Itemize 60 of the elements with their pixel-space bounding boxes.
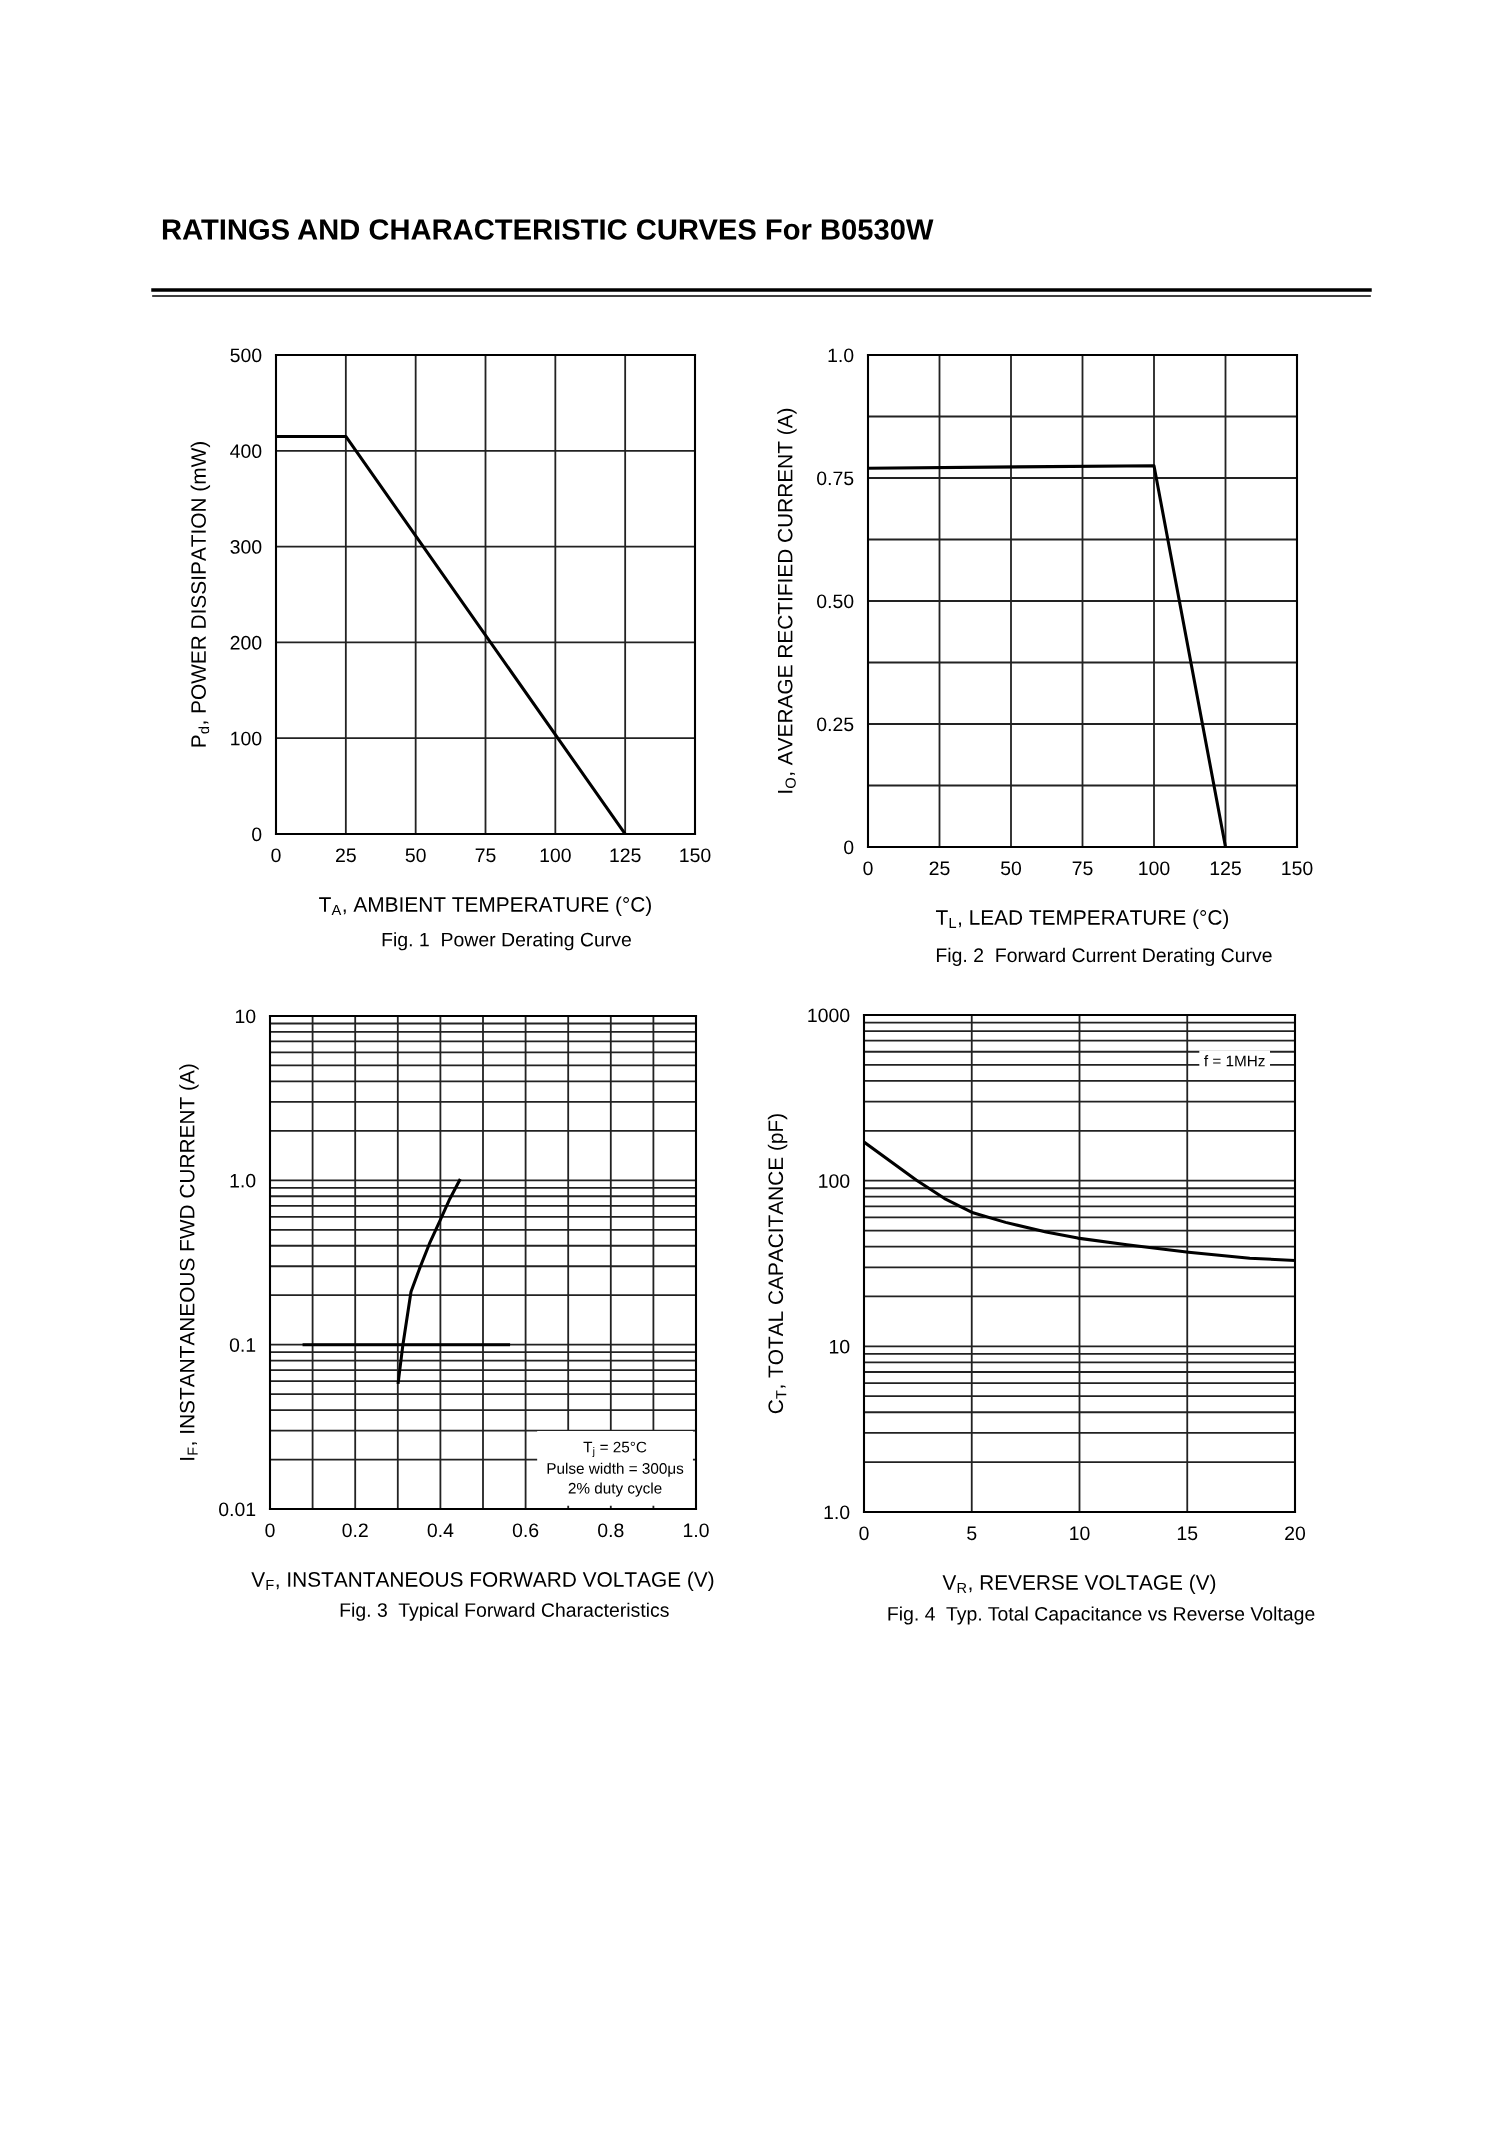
annotation: 2% duty cycle [568,1482,662,1497]
y-axis-title: I$_{O}$, AVERAGE RECTIFIED CURRENT (A) [777,408,797,793]
y-axis-title: P$_{d}$, POWER DISSIPATION (mW) [190,442,211,747]
y-tick-label: 0.25 [817,717,854,732]
x-axis-title: V$_{R}$, REVERSE VOLTAGE (V) [942,1574,1216,1594]
x-tick-label: 150 [680,848,711,863]
y-tick-label: 200 [230,635,262,650]
x-tick-label: 10 [1070,1526,1090,1541]
x-tick-label: 1.0 [683,1523,709,1538]
text: Fig. 1 Power Derating Curve [382,932,631,951]
text: Fig. 3 Typical Forward Characteristics [340,1602,669,1621]
y-tick-label: 1.0 [230,1173,256,1188]
y-tick-label: 100 [231,731,262,746]
x-tick-label: 25 [336,848,356,863]
y-axis-title: C$_{T}$, TOTAL CAPACITANCE (pF) [767,1114,788,1414]
y-tick-label: 100 [819,1174,850,1188]
x-axis-title: T$_{A}$, AMBIENT TEMPERATURE (°C) [319,896,651,916]
x-tick-label: 50 [405,848,426,863]
x-tick-label: 125 [1210,861,1241,876]
y-tick-label: 500 [230,348,262,363]
y-tick-label: 1.0 [824,1505,850,1520]
x-tick-label: 100 [1139,861,1170,876]
x-tick-label: 20 [1285,1526,1306,1541]
x-tick-label: 25 [929,861,950,876]
x-tick-label: 0.6 [512,1523,539,1538]
y-tick-label: 1000 [808,1008,850,1023]
x-tick-label: 100 [540,848,571,863]
annotation: f = 1MHz [1204,1055,1265,1067]
x-tick-label: 50 [1000,861,1022,876]
x-tick-label: 0 [859,1526,869,1541]
x-tick-label: 0.8 [598,1523,624,1538]
x-tick-label: 150 [1282,861,1313,876]
x-tick-label: 15 [1177,1526,1198,1541]
y-tick-label: 0 [252,827,262,842]
y-tick-label: 10 [235,1009,256,1024]
annotation: Pulse width = 300μs [547,1462,684,1477]
y-tick-label: 0.50 [817,594,854,609]
y-tick-label: 400 [230,444,262,459]
y-tick-label: 0.75 [817,471,854,486]
x-tick-label: 0 [863,861,873,876]
annotation: T$_{j}$ = 25°C [583,1441,647,1457]
x-tick-label: 75 [475,848,496,863]
y-tick-label: 10 [829,1339,850,1354]
x-tick-label: 5 [967,1526,977,1541]
text: Fig. 4 Typ. Total Capacitance vs Reverse Voltage [888,1606,1315,1625]
y-tick-label: 300 [230,540,262,554]
text: RATINGS AND CHARACTERISTIC CURVES For B0530W [162,219,934,240]
x-tick-label: 0.2 [342,1523,368,1538]
y-axis-title: I$_{F}$, INSTANTANEOUS FWD CURRENT (A) [179,1064,199,1460]
x-tick-label: 0 [271,848,281,863]
y-tick-label: 1.0 [828,348,854,363]
x-tick-label: 0 [265,1523,275,1538]
y-tick-label: 0.01 [219,1502,256,1517]
x-axis-title: V$_{F}$, INSTANTANEOUS FORWARD VOLTAGE (V) [251,1571,714,1591]
x-tick-label: 0.4 [427,1523,454,1538]
x-axis-title: T$_{L}$, LEAD TEMPERATURE (°C) [935,909,1229,929]
x-tick-label: 75 [1072,861,1093,876]
y-tick-label: 0.1 [229,1338,256,1352]
x-tick-label: 125 [610,848,641,863]
text: Fig. 2 Forward Current Derating Curve [936,947,1272,966]
